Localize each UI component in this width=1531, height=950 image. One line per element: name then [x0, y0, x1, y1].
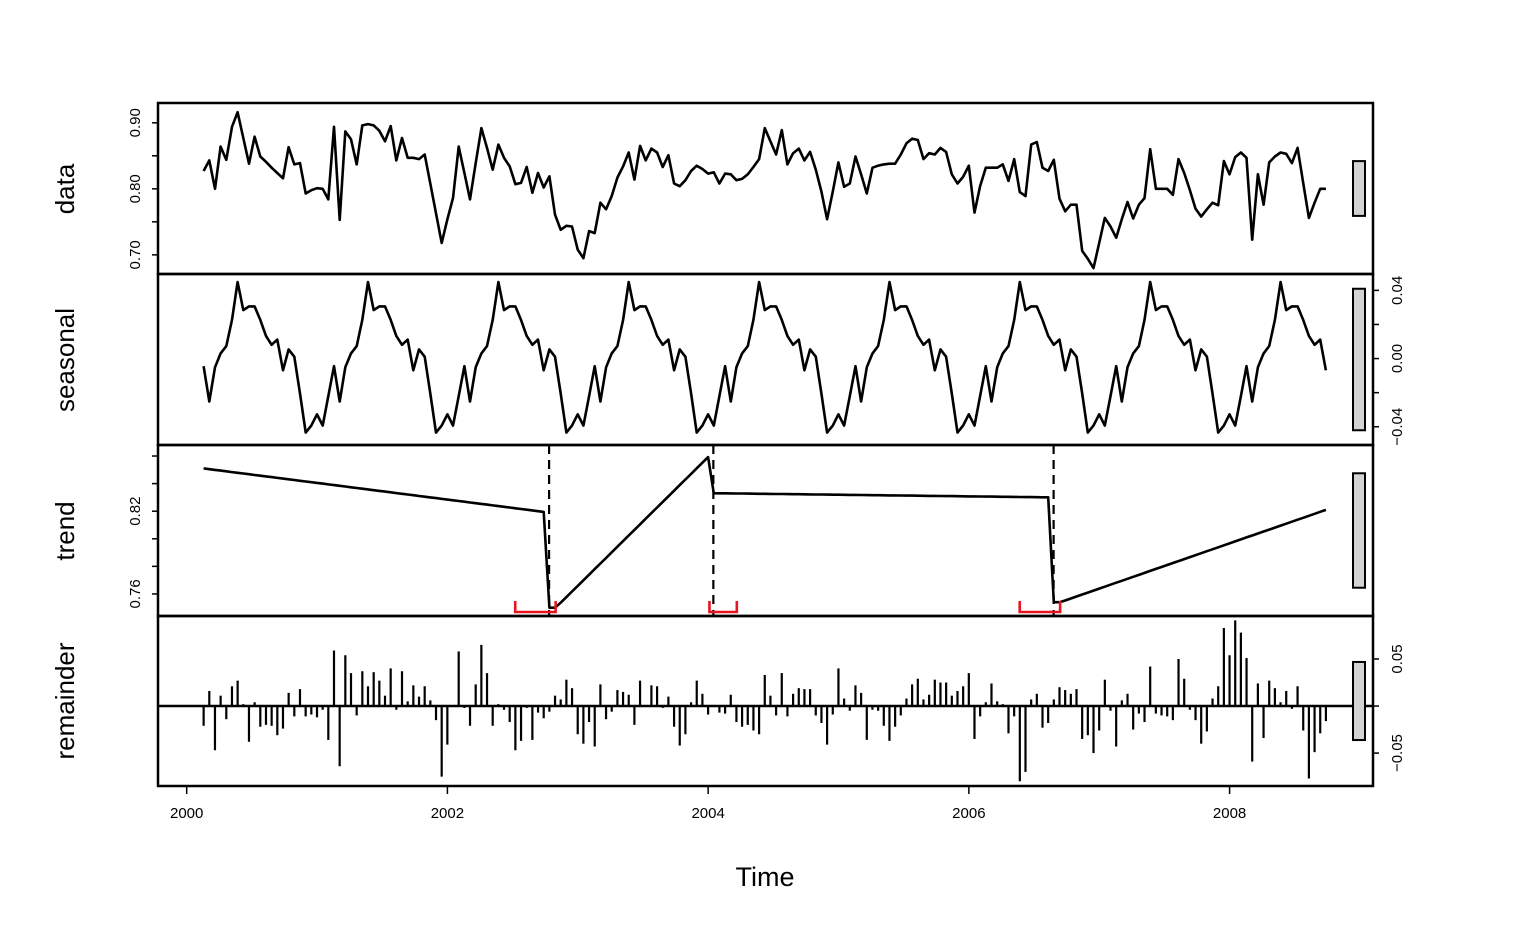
- y-tick-label: 0.05: [1389, 644, 1406, 673]
- confidence-interval: [708, 601, 739, 614]
- x-axis-title: Time: [736, 862, 795, 892]
- range-bar: [1352, 287, 1366, 432]
- x-tick-label: 2002: [431, 805, 464, 822]
- range-bar: [1352, 472, 1366, 589]
- panel-remainder: −0.05 0.05: [156, 614, 1406, 788]
- panel-frame: [156, 614, 1375, 788]
- y-tick-label: 0.00: [1389, 344, 1406, 373]
- y-tick-label: −0.04: [1389, 408, 1406, 446]
- panel-label-trend: trend: [50, 501, 80, 560]
- data-line: [202, 110, 1326, 270]
- panel-label-data: data: [50, 163, 80, 214]
- panel-label-seasonal: seasonal: [50, 308, 80, 412]
- panel-data: 0.70 0.80 0.90: [127, 101, 1375, 276]
- y-tick-label: 0.70: [127, 240, 144, 269]
- range-bar: [1352, 660, 1366, 742]
- y-tick-label: 0.82: [127, 497, 144, 526]
- range-bar: [1352, 160, 1366, 217]
- confidence-interval: [513, 601, 557, 614]
- x-tick-label: 2000: [170, 805, 203, 822]
- panel-frame: [156, 443, 1375, 618]
- y-tick-label: 0.90: [127, 108, 144, 137]
- confidence-interval: [1018, 601, 1062, 614]
- trend-line: [203, 455, 1327, 610]
- seasonal-line: [202, 280, 1328, 434]
- y-tick-label: −0.05: [1389, 734, 1406, 772]
- panel-seasonal: −0.04 0.00 0.04: [156, 272, 1406, 447]
- y-tick-label: 0.76: [127, 579, 144, 608]
- panel-trend: 0.76 0.82: [127, 443, 1375, 618]
- x-tick-label: 2004: [691, 805, 724, 822]
- panel-frame: [156, 272, 1375, 447]
- x-tick-label: 2006: [952, 805, 985, 822]
- x-tick-label: 2008: [1213, 805, 1246, 822]
- panels: 0.70 0.80 0.90 −0.04 0.00 0.04 0.76 0.82 −0.05 0.…: [127, 101, 1406, 788]
- y-tick-label: 0.04: [1389, 276, 1406, 305]
- x-axis: 2000 2002 2004 2006 2008: [170, 786, 1246, 822]
- y-tick-label: 0.80: [127, 174, 144, 203]
- panel-label-remainder: remainder: [50, 642, 80, 759]
